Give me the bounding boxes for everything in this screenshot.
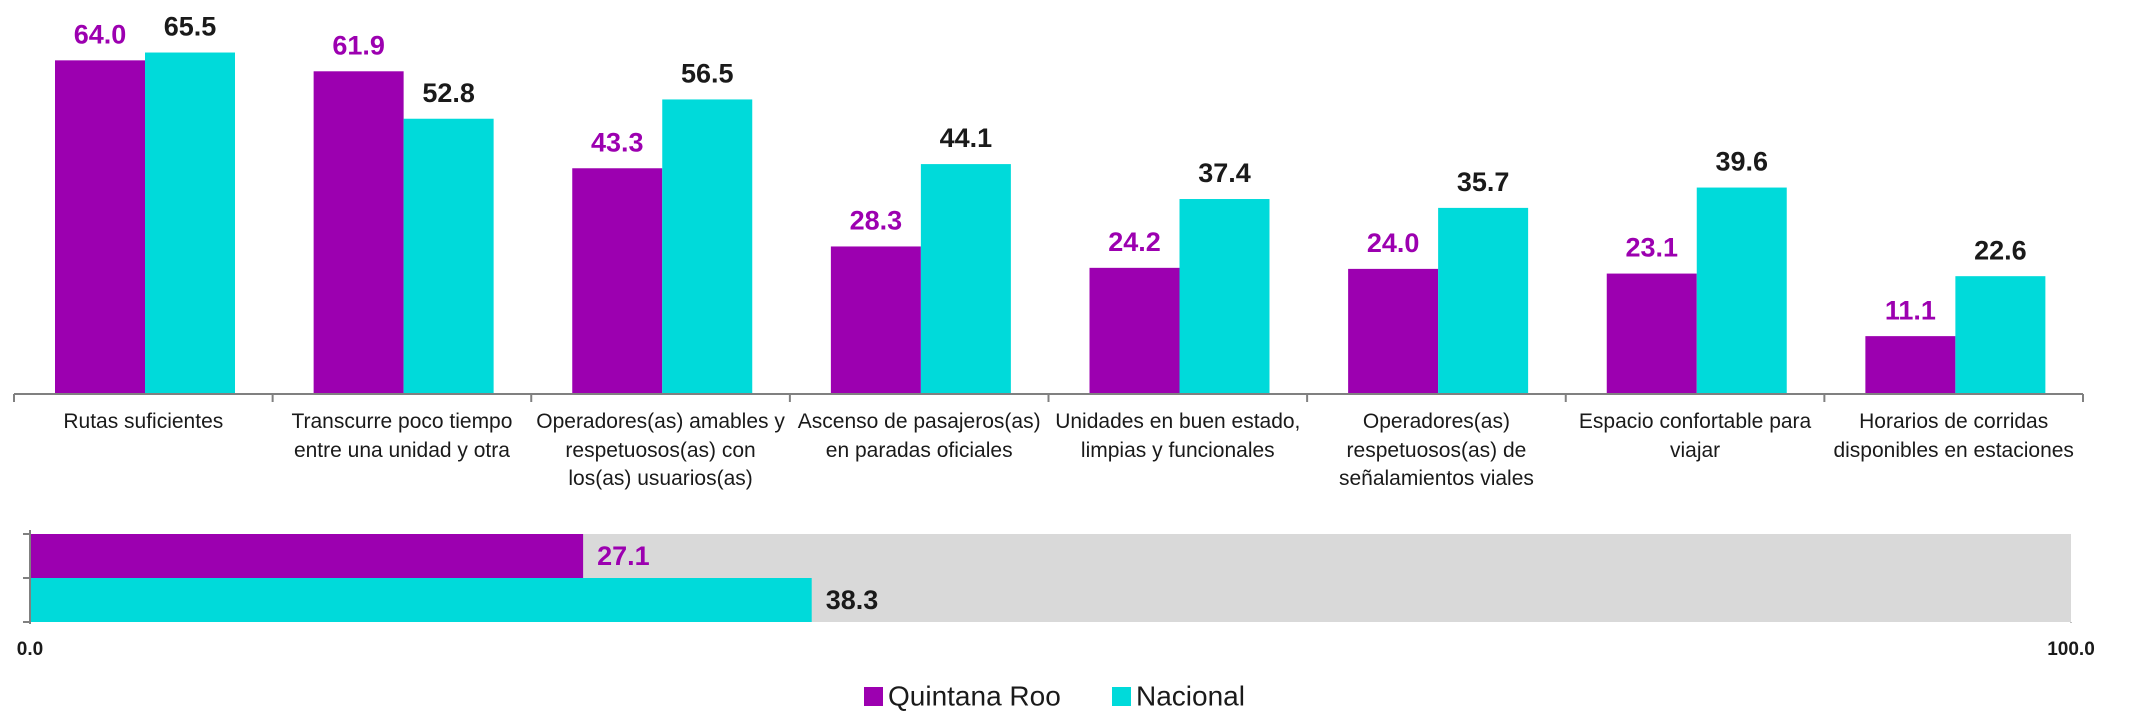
value-label: 22.6 [1974,235,2027,265]
x-tick-label: Espacio confortable para viajar [1578,410,1812,462]
legend-label: Nacional [1136,680,1245,711]
value-label: 56.5 [681,59,734,89]
value-label: 28.3 [850,206,903,236]
x-tick-label: 0.0 [17,639,43,660]
value-label: 11.1 [1885,295,1936,325]
bar [30,534,584,578]
value-label: 37.4 [1198,158,1251,188]
x-tick-label: Horarios de corridas disponibles en esta… [1833,410,2074,462]
category-label-box: Rutas suficientes [63,410,224,433]
value-label: 23.1 [1625,233,1678,263]
bar [1696,187,1787,394]
value-label: 24.2 [1108,227,1161,257]
legend-swatch [1112,687,1131,706]
legend-swatch [864,687,883,706]
value-label: 43.3 [591,127,644,157]
value-label: 38.3 [826,585,879,615]
category-label-box: Transcurre poco tiempo entre una unidad … [291,410,513,462]
category-label-box: Unidades en buen estado, limpias y funci… [1055,410,1301,462]
x-tick-label: Ascenso de pasajeros(as) en paradas ofic… [797,410,1041,462]
x-tick-label: Transcurre poco tiempo entre una unidad … [291,410,513,462]
x-tick-label: 100.0 [2047,639,2095,660]
category-label-box: Ascenso de pasajeros(as) en paradas ofic… [797,410,1041,462]
bar [55,60,145,394]
legend-label: Quintana Roo [888,680,1061,711]
bar [1179,199,1270,394]
value-label: 27.1 [597,541,650,571]
x-tick-label: Operadores(as) respetuosos(as) de señala… [1338,410,1534,490]
bar [662,99,753,395]
bar [30,578,812,622]
category-label-box: Operadores(as) respetuosos(as) de señala… [1338,410,1534,490]
bar [830,246,921,394]
value-label: 64.0 [74,19,127,49]
x-tick-label: Rutas suficientes [63,410,224,433]
value-label: 44.1 [940,123,993,153]
bar [1089,267,1180,394]
category-label-box: Horarios de corridas disponibles en esta… [1833,410,2074,462]
bar [403,118,494,395]
value-label: 24.0 [1367,228,1420,258]
bar [1438,207,1529,394]
bar [920,164,1011,394]
value-label: 61.9 [332,30,385,60]
bar [1348,268,1439,394]
bar [145,52,235,394]
bar [313,71,404,394]
x-tick-label: Unidades en buen estado, limpias y funci… [1055,410,1301,462]
value-label: 65.5 [164,12,217,42]
bar [572,168,663,394]
x-tick-label: Operadores(as) amables y respetuosos(as)… [536,410,785,490]
value-label: 39.6 [1715,147,1768,177]
value-label: 52.8 [422,78,475,108]
bar [1955,276,2046,394]
bar [1606,273,1697,394]
category-label-box: Espacio confortable para viajar [1578,410,1812,462]
category-label-box: Operadores(as) amables y respetuosos(as)… [536,410,785,490]
bar [1865,336,1956,394]
value-label: 35.7 [1457,167,1510,197]
